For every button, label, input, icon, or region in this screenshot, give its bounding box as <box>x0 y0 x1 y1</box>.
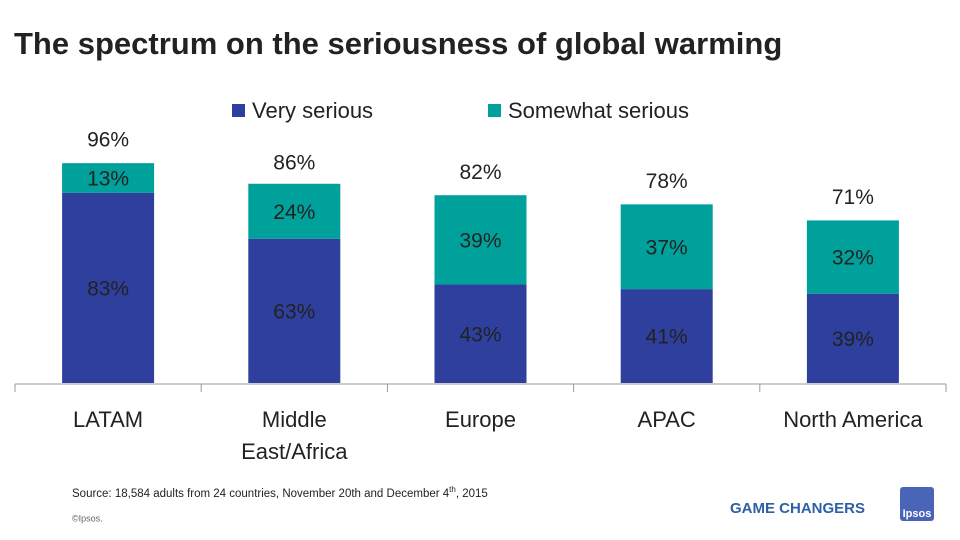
total-label: 96% <box>87 129 129 152</box>
total-label: 71% <box>832 186 874 209</box>
logo: Ipsos <box>903 508 932 520</box>
bar-segment <box>248 183 341 239</box>
bar-segment <box>62 192 155 383</box>
data-label: 63% <box>273 300 315 323</box>
x-tick-label: North America <box>783 407 923 432</box>
bar-segment <box>620 204 713 290</box>
bar-segment <box>806 220 899 294</box>
bar-segment <box>62 163 155 193</box>
x-tick-label: LATAM <box>73 407 144 432</box>
source-text: Source: 18,584 adults from 24 countries,… <box>72 488 450 500</box>
bar-segment <box>248 238 341 383</box>
data-label: 43% <box>459 323 501 346</box>
data-label: 83% <box>87 278 129 301</box>
legend-swatch <box>488 104 501 117</box>
total-label: 86% <box>273 152 315 175</box>
bar-segment <box>806 293 899 383</box>
bar-segment <box>434 284 527 383</box>
data-label: 41% <box>646 326 688 349</box>
bar-segment <box>434 195 527 285</box>
legend-label: Somewhat serious <box>508 98 689 123</box>
copyright: ©Ipsos. <box>72 513 103 523</box>
tagline: GAME CHANGERS <box>730 500 865 517</box>
total-label: 82% <box>459 161 501 184</box>
total-label: 78% <box>646 170 688 193</box>
data-label: 24% <box>273 201 315 224</box>
data-label: 13% <box>87 168 129 191</box>
source-end: , 2015 <box>456 488 488 500</box>
data-label: 39% <box>459 229 501 252</box>
source-sup: th <box>449 485 456 494</box>
data-label: 37% <box>646 236 688 259</box>
data-label: 32% <box>832 247 874 270</box>
legend-label: Very serious <box>252 98 373 123</box>
x-tick-label: Middle East/Africa <box>241 407 348 464</box>
chart-title: The spectrum on the seriousness of globa… <box>14 26 782 61</box>
logo-box <box>900 487 934 521</box>
x-tick-label: Europe <box>445 407 516 432</box>
source: Source: 18,584 adults from 24 countries,… <box>72 485 488 500</box>
x-tick-label: APAC <box>637 407 696 432</box>
legend-swatch <box>232 104 245 117</box>
bar-segment <box>620 289 713 383</box>
data-label: 39% <box>832 328 874 351</box>
